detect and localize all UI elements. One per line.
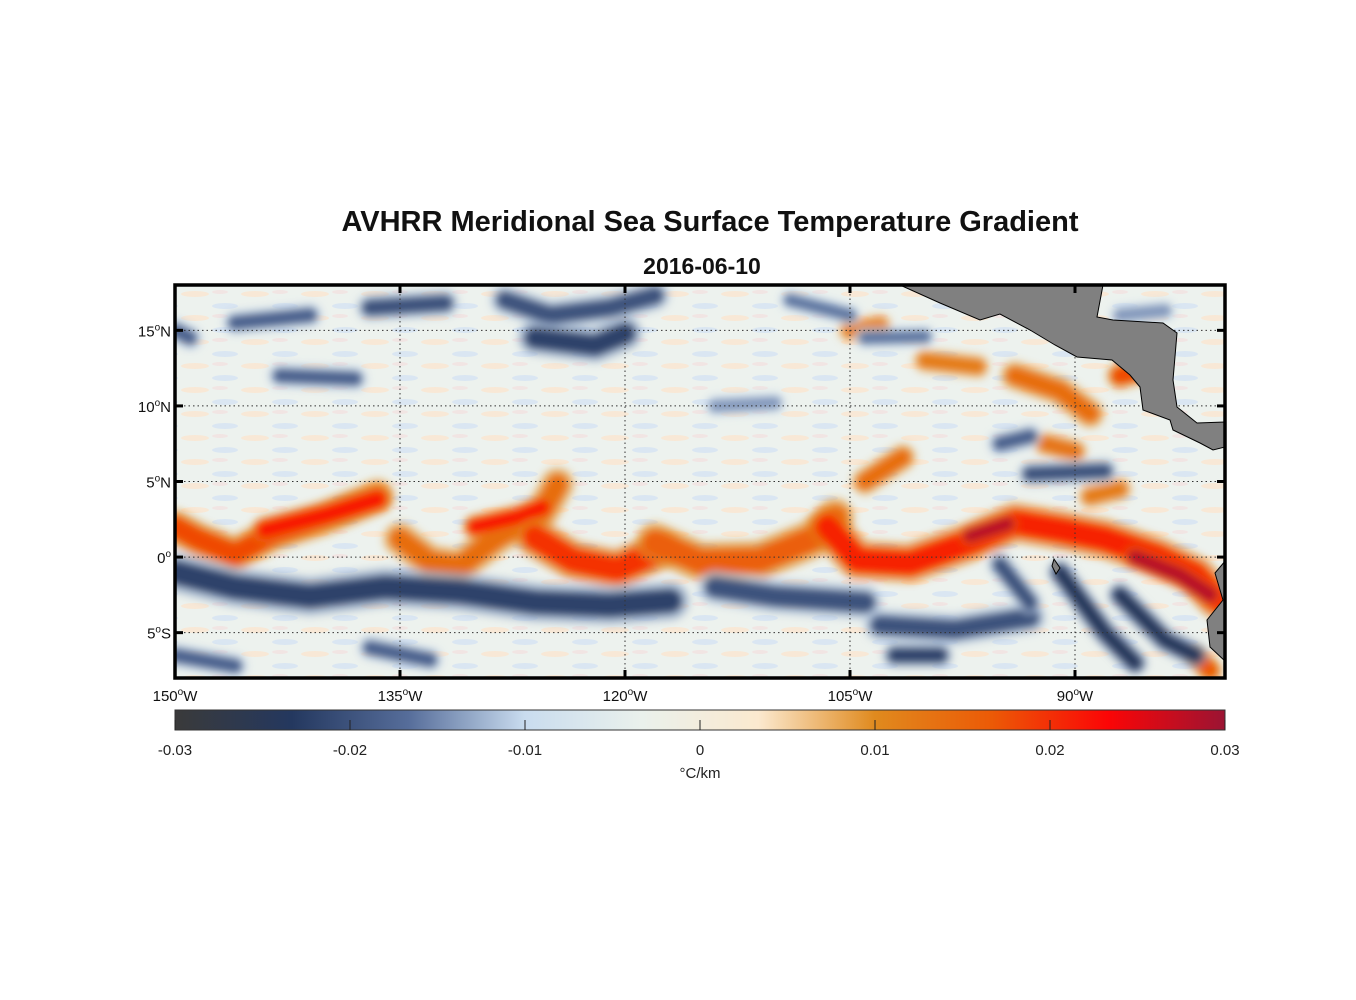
cold-front-feature — [992, 557, 1038, 610]
warm-front-feature — [467, 499, 551, 535]
warm-front-feature — [522, 525, 675, 582]
cold-front-feature — [175, 560, 683, 618]
cold-front-feature — [783, 293, 857, 323]
cold-front-feature — [858, 329, 932, 345]
x-tick-label: 150oW — [153, 687, 199, 705]
x-tick-label: 135oW — [378, 687, 424, 705]
cold-front-feature — [175, 647, 243, 674]
x-tick-label: 90oW — [1057, 687, 1094, 705]
colorbar-tick-label: -0.03 — [158, 742, 192, 759]
chart-subtitle: 2016-06-10 — [643, 253, 761, 279]
y-tick-label: 0o — [157, 549, 171, 567]
warm-front-feature — [963, 516, 1015, 543]
cold-front-feature — [992, 428, 1038, 452]
colorbar-tick-label: 0.03 — [1210, 742, 1239, 759]
cold-front-feature — [524, 322, 636, 357]
warm-front-feature — [856, 448, 911, 490]
cold-front-feature — [708, 396, 782, 413]
y-tick-label: 5oS — [147, 625, 171, 643]
colorbar-tick-label: -0.01 — [508, 742, 542, 759]
x-tick-label: 120oW — [603, 687, 649, 705]
warm-front-feature — [1037, 436, 1083, 459]
colorbar-tick-label: 0.02 — [1035, 742, 1064, 759]
x-tick-label: 105oW — [828, 687, 874, 705]
cold-front-feature — [495, 286, 665, 325]
cold-front-feature — [1112, 587, 1203, 663]
cold-front-feature — [1022, 463, 1113, 482]
cold-front-feature — [227, 307, 318, 331]
map-area — [175, 285, 1225, 678]
colorbar-tick-label: 0.01 — [860, 742, 889, 759]
cold-front-feature — [272, 368, 363, 387]
warm-front-feature — [1082, 481, 1128, 505]
cold-front-feature — [362, 640, 438, 668]
warm-front-feature — [1127, 549, 1218, 603]
colorbar-label: °C/km — [680, 765, 721, 782]
cold-front-feature — [704, 576, 876, 613]
cold-front-feature — [361, 294, 454, 317]
y-tick-label: 10oN — [138, 398, 171, 416]
cold-front-feature — [870, 607, 1040, 640]
warm-front-feature — [256, 491, 386, 539]
cold-front-feature — [1113, 303, 1172, 323]
chart-title: AVHRR Meridional Sea Surface Temperature… — [341, 206, 1079, 238]
y-tick-label: 15oN — [138, 322, 171, 340]
land-central-america — [899, 285, 1225, 451]
warm-front-feature — [917, 353, 986, 375]
land-south-america — [1206, 560, 1225, 662]
colorbar-tick-label: -0.02 — [333, 742, 367, 759]
colorbar-tick-label: 0 — [696, 742, 704, 759]
land-galapagos — [1051, 557, 1061, 575]
y-tick-label: 5oN — [146, 474, 171, 492]
